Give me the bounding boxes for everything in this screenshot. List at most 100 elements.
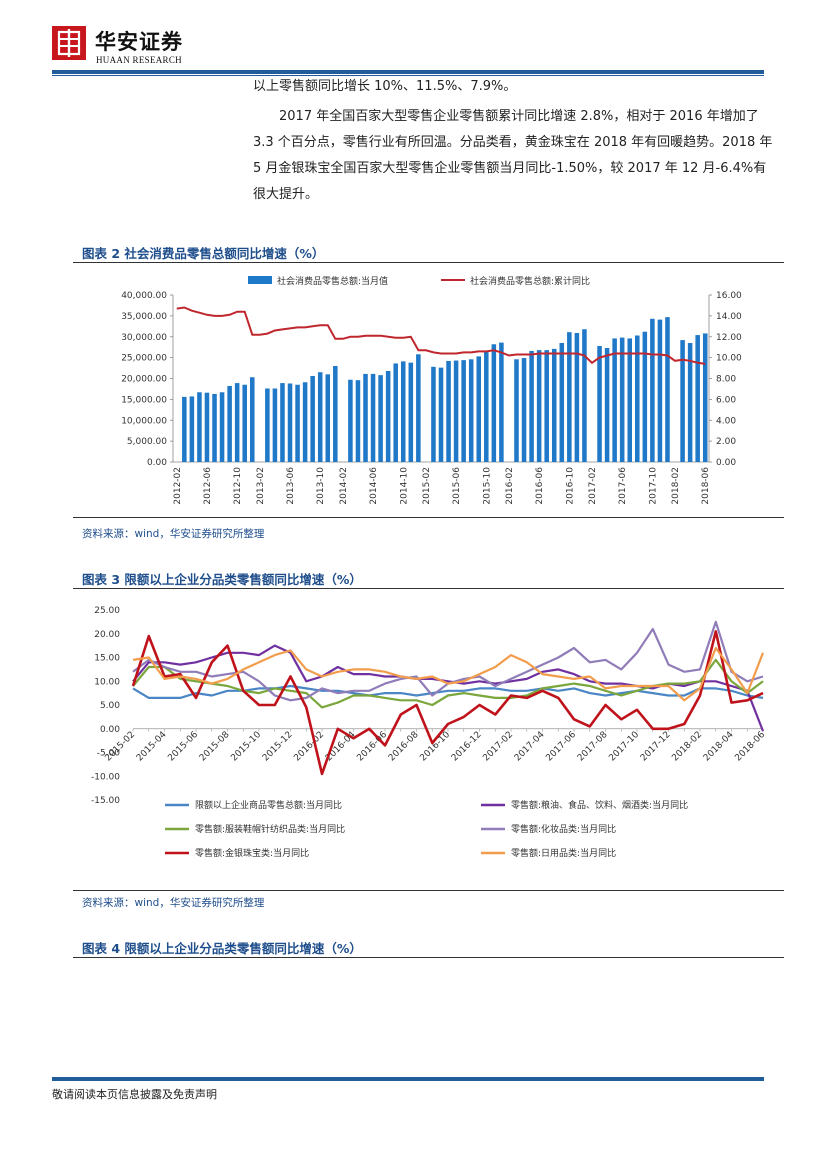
- paragraph-department-stores: 2017 年全国百家大型零售企业零售额累计同比增速 2.8%，相对于 2016 …: [253, 109, 773, 202]
- series-line: [132, 684, 764, 700]
- x-tick-label: 2015-04: [135, 730, 169, 764]
- bar-monthly-value: [484, 351, 489, 462]
- bar-monthly-value: [212, 393, 217, 462]
- x-tick-label: 2016-06: [535, 467, 545, 505]
- legend-label: 零售额:日用品类:当月同比: [511, 847, 616, 859]
- bar-monthly-value: [182, 396, 187, 462]
- bar-monthly-value: [604, 348, 610, 462]
- bar-monthly-value: [544, 350, 549, 462]
- y-tick-label: 25.00: [94, 606, 120, 616]
- bar-monthly-value: [355, 380, 361, 462]
- x-tick-label: 2014-10: [399, 467, 409, 505]
- paragraph-retail-growth: 以上零售额同比增长 10%、11.5%、7.9%。: [253, 79, 517, 94]
- bar-monthly-value: [348, 379, 353, 462]
- x-tick-label: 2016-12: [450, 730, 484, 764]
- x-tick-label: 2017-10: [607, 730, 641, 764]
- line-cumulative-yoy: [176, 306, 706, 365]
- x-tick-label: 2015-10: [482, 467, 492, 505]
- bar-monthly-value: [702, 333, 708, 462]
- x-tick-label: 2014-06: [369, 467, 379, 505]
- y-tick-label-left: 5,000.00: [127, 437, 167, 447]
- x-tick-label: 2016-04: [324, 730, 358, 764]
- series-line: [131, 630, 764, 776]
- bar-monthly-value: [234, 383, 240, 462]
- bar-monthly-value: [317, 372, 323, 462]
- bar-monthly-value: [665, 317, 670, 462]
- y-tick-label-left: 35,000.00: [121, 312, 167, 322]
- retail-sales-chart: 社会消费品零售总额:当月值 社会消费品零售总额:累计同比 0.00 5,000.00 1…: [121, 275, 742, 505]
- series-line: [132, 620, 764, 702]
- x-tick-label: 2012-02: [173, 467, 183, 505]
- x-tick-label: 2015-06: [452, 467, 462, 505]
- y-tick-label-left: 40,000.00: [121, 291, 167, 301]
- bar-monthly-value: [393, 363, 398, 462]
- bar-monthly-value: [476, 356, 482, 462]
- bar-monthly-value: [468, 359, 474, 462]
- bar-monthly-value: [657, 319, 663, 462]
- bar-monthly-value: [265, 388, 270, 462]
- bar-monthly-value: [219, 392, 225, 462]
- figure-4-top-rule: [73, 957, 784, 958]
- bar-monthly-value: [363, 373, 368, 462]
- y-tick-label: -5.00: [97, 749, 121, 759]
- x-tick-label: 2015-02: [422, 467, 432, 505]
- bar-monthly-value: [680, 340, 685, 462]
- bar-monthly-value: [529, 350, 534, 462]
- x-tick-label: 2015-12: [261, 730, 295, 764]
- x-tick-label: 2017-08: [576, 730, 610, 764]
- figure-2-bottom-rule: [73, 517, 784, 518]
- bar-monthly-value: [491, 344, 497, 462]
- y-tick-label: -10.00: [91, 772, 120, 782]
- figure-2-source: 资料来源：wind，华安证券研究所整理: [82, 528, 265, 540]
- y-tick-label-left: 10,000.00: [121, 416, 167, 426]
- y-tick-label-right: 6.00: [716, 395, 736, 405]
- bar-monthly-value: [242, 384, 247, 462]
- x-tick-label: 2018-02: [671, 467, 681, 505]
- bar-monthly-value: [582, 329, 587, 462]
- bar-monthly-value: [302, 382, 308, 462]
- y-tick-label-right: 8.00: [716, 375, 736, 385]
- x-tick-label: 2014-02: [339, 467, 349, 505]
- x-tick-label: 2015-02: [103, 730, 137, 764]
- figure-4-title: 图表 4 限额以上企业分品类零售额同比增速（%）: [82, 941, 362, 956]
- y-tick-label: 15.00: [94, 654, 120, 664]
- x-tick-label: 2015-06: [166, 730, 200, 764]
- y-tick-label-right: 4.00: [716, 416, 736, 426]
- y-tick-label: -15.00: [91, 796, 120, 806]
- bar-monthly-value: [514, 359, 519, 462]
- bar-monthly-value: [521, 358, 527, 462]
- x-tick-label: 2017-02: [481, 730, 515, 764]
- header-rule-thin: [52, 75, 764, 76]
- header-rule: [52, 70, 764, 74]
- x-tick-label: 2013-10: [316, 467, 326, 505]
- brand-name-cn: 华安证券: [95, 29, 183, 54]
- figure-3-top-rule: [73, 588, 784, 589]
- x-tick-label: 2016-02: [505, 467, 515, 505]
- legend-label: 零售额:服装鞋帽针纺织品类:当月同比: [195, 823, 345, 835]
- y-tick-label-right: 0.00: [716, 458, 736, 468]
- y-tick-label: 20.00: [94, 630, 120, 640]
- bar-monthly-value: [695, 335, 700, 462]
- y-tick-label-left: 25,000.00: [121, 354, 167, 364]
- bar-monthly-value: [551, 348, 557, 462]
- legend-label: 限额以上企业商品零售总额:当月同比: [195, 799, 342, 811]
- x-tick-label: 2017-02: [588, 467, 598, 505]
- x-tick-label: 2013-02: [256, 467, 266, 505]
- bar-monthly-value: [635, 335, 640, 462]
- bar-monthly-value: [385, 370, 391, 462]
- x-tick-label: 2017-06: [618, 467, 628, 505]
- y-tick-label-right: 12.00: [716, 333, 742, 343]
- bar-monthly-value: [272, 388, 278, 462]
- huaan-logo-icon: [52, 26, 86, 60]
- x-tick-label: 2016-08: [387, 730, 421, 764]
- bar-monthly-value: [204, 392, 210, 462]
- bar-monthly-value: [612, 338, 617, 462]
- y-tick-label-left: 30,000.00: [121, 333, 167, 343]
- y-tick-label: 10.00: [94, 677, 120, 687]
- bar-monthly-value: [287, 383, 293, 462]
- bar-monthly-value: [370, 373, 376, 462]
- x-tick-label: 2017-12: [639, 730, 673, 764]
- x-tick-label: 2012-06: [203, 467, 213, 505]
- legend-label: 零售额:粮油、食品、饮料、烟酒类:当月同比: [511, 799, 688, 811]
- series-line: [132, 646, 765, 702]
